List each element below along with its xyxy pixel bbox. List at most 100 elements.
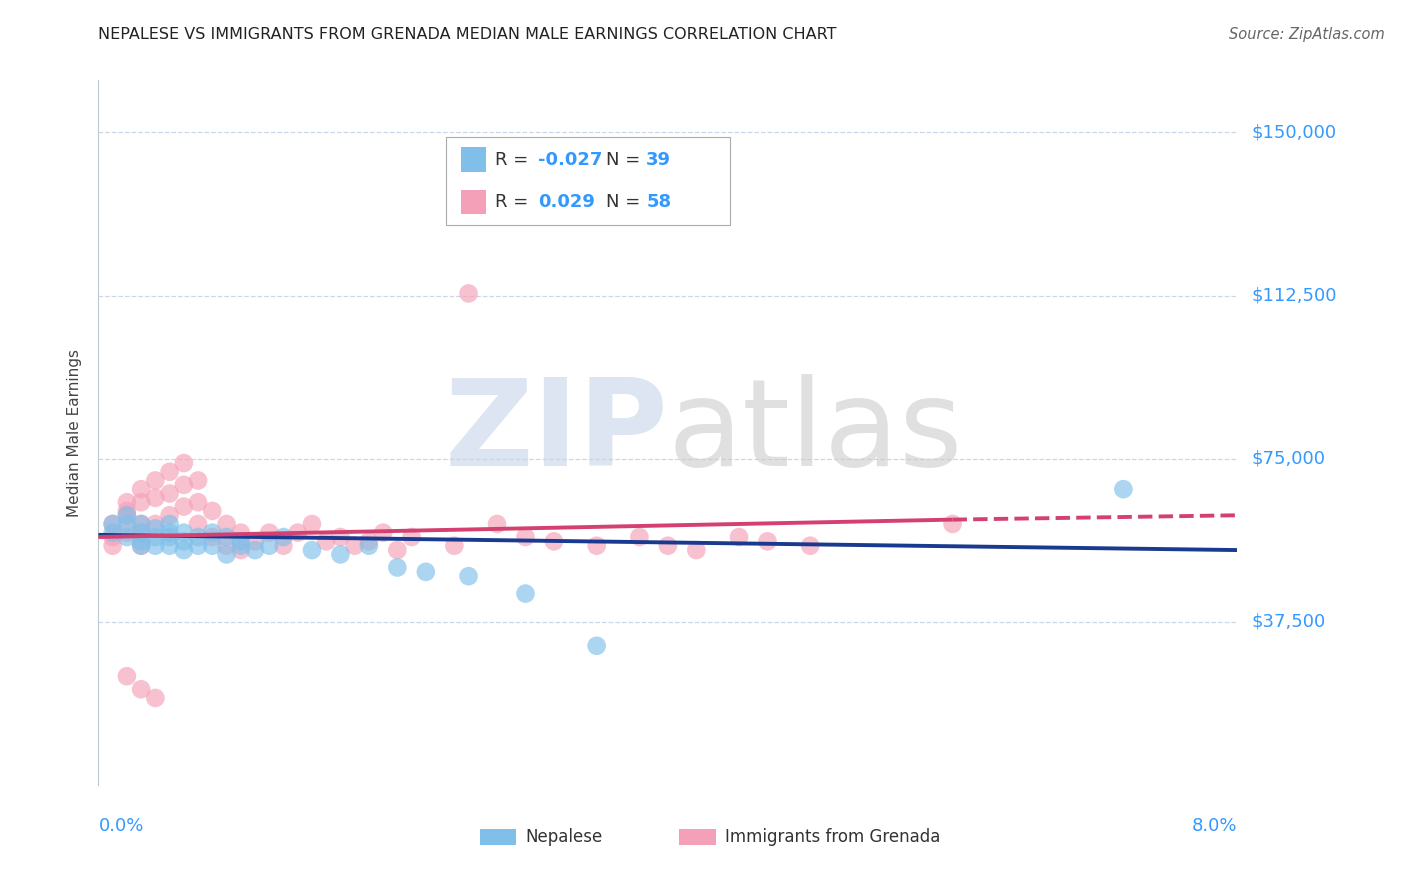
Point — [401, 530, 423, 544]
Point — [115, 504, 138, 518]
Point — [229, 534, 252, 549]
Point — [129, 495, 152, 509]
Point — [259, 525, 281, 540]
Point — [273, 539, 295, 553]
Text: R =: R = — [495, 151, 534, 169]
Point — [145, 690, 167, 705]
Point — [159, 486, 181, 500]
Point — [129, 482, 152, 496]
Point — [357, 534, 380, 549]
Bar — [461, 189, 485, 214]
Point — [173, 525, 195, 540]
Text: N =: N = — [606, 151, 647, 169]
Point — [101, 525, 124, 540]
Point — [159, 539, 181, 553]
Bar — [479, 830, 516, 845]
Point — [628, 530, 651, 544]
Point — [145, 530, 167, 544]
Point — [115, 530, 138, 544]
Point — [101, 516, 124, 531]
Point — [243, 534, 266, 549]
Text: atlas: atlas — [668, 374, 963, 491]
Point — [273, 530, 295, 544]
Point — [173, 478, 195, 492]
Text: NEPALESE VS IMMIGRANTS FROM GRENADA MEDIAN MALE EARNINGS CORRELATION CHART: NEPALESE VS IMMIGRANTS FROM GRENADA MEDI… — [98, 27, 837, 42]
Point — [145, 539, 167, 553]
Point — [159, 465, 181, 479]
Point — [329, 548, 352, 562]
Point — [101, 516, 124, 531]
Point — [229, 525, 252, 540]
Text: Nepalese: Nepalese — [526, 828, 603, 847]
Point — [115, 525, 138, 540]
Point — [685, 543, 707, 558]
Text: ZIP: ZIP — [444, 374, 668, 491]
Point — [145, 516, 167, 531]
Point — [371, 525, 394, 540]
Point — [187, 539, 209, 553]
Point — [129, 539, 152, 553]
Point — [145, 491, 167, 505]
Text: 39: 39 — [647, 151, 671, 169]
Point — [387, 560, 409, 574]
Point — [129, 525, 152, 540]
Point — [799, 539, 821, 553]
Point — [129, 516, 152, 531]
Point — [215, 530, 238, 544]
Text: $112,500: $112,500 — [1251, 286, 1337, 304]
Point — [187, 516, 209, 531]
Point — [187, 495, 209, 509]
Point — [215, 548, 238, 562]
Point — [115, 508, 138, 523]
Point — [657, 539, 679, 553]
Point — [229, 543, 252, 558]
Point — [301, 516, 323, 531]
Point — [145, 474, 167, 488]
Point — [515, 530, 537, 544]
Point — [329, 530, 352, 544]
Point — [756, 534, 779, 549]
Text: Immigrants from Grenada: Immigrants from Grenada — [725, 828, 941, 847]
Point — [215, 516, 238, 531]
Point — [115, 669, 138, 683]
Bar — [461, 147, 485, 172]
Bar — [679, 830, 716, 845]
Point — [201, 525, 224, 540]
Point — [129, 534, 152, 549]
Text: 58: 58 — [647, 193, 671, 211]
Point — [315, 534, 337, 549]
Point — [387, 543, 409, 558]
Point — [187, 474, 209, 488]
Y-axis label: Median Male Earnings: Median Male Earnings — [67, 349, 83, 516]
Point — [129, 682, 152, 697]
Point — [173, 456, 195, 470]
Point — [159, 508, 181, 523]
Text: 8.0%: 8.0% — [1192, 817, 1237, 835]
Point — [201, 530, 224, 544]
Point — [159, 525, 181, 540]
Point — [543, 534, 565, 549]
Point — [101, 530, 124, 544]
Point — [173, 500, 195, 514]
Point — [457, 569, 479, 583]
Point — [115, 516, 138, 531]
Point — [301, 543, 323, 558]
Text: 0.029: 0.029 — [538, 193, 595, 211]
Point — [259, 539, 281, 553]
Text: -0.027: -0.027 — [538, 151, 602, 169]
Point — [201, 504, 224, 518]
Point — [101, 539, 124, 553]
Text: $150,000: $150,000 — [1251, 123, 1336, 142]
Point — [585, 639, 607, 653]
Point — [243, 543, 266, 558]
Point — [173, 543, 195, 558]
Point — [201, 539, 224, 553]
Text: N =: N = — [606, 193, 647, 211]
Point — [287, 525, 309, 540]
Point — [129, 539, 152, 553]
Point — [159, 530, 181, 544]
Point — [515, 586, 537, 600]
Point — [486, 516, 509, 531]
Text: Source: ZipAtlas.com: Source: ZipAtlas.com — [1229, 27, 1385, 42]
Point — [129, 516, 152, 531]
